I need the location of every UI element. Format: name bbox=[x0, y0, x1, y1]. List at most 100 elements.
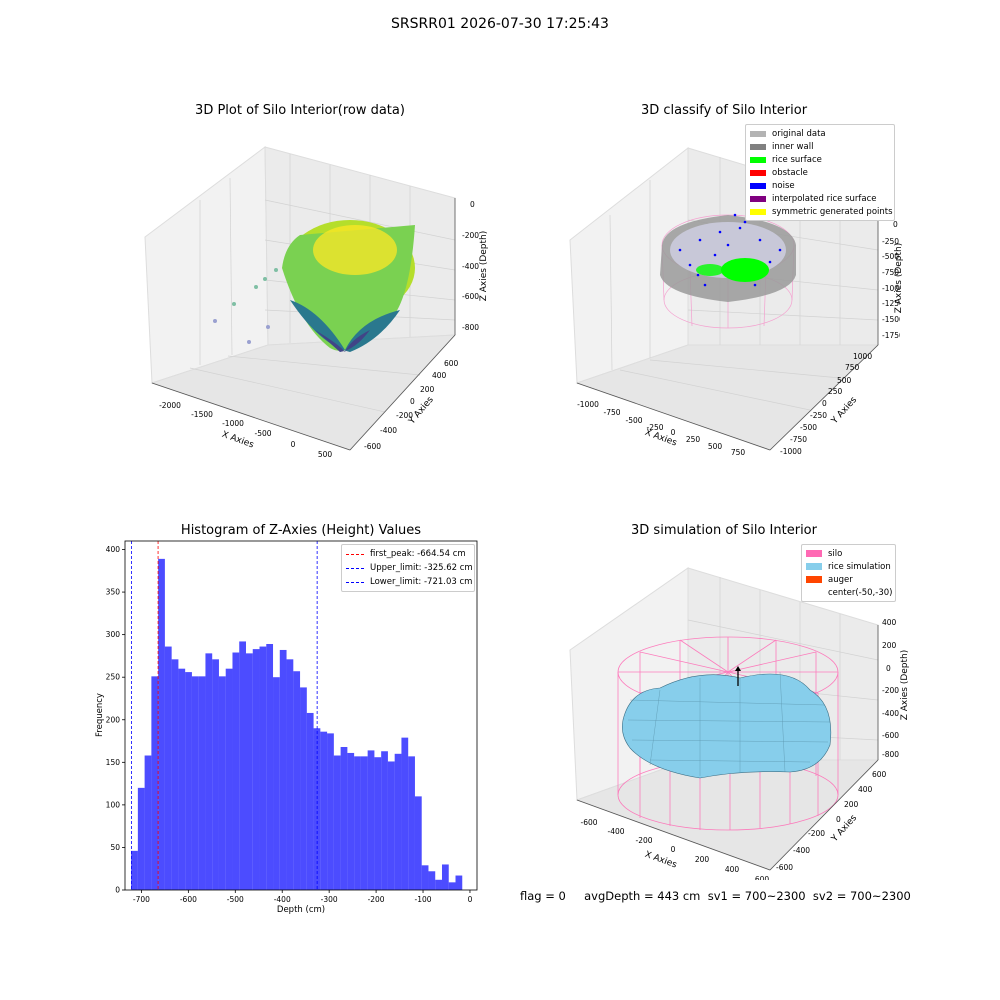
classify-legend: original data inner wall rice surface ob… bbox=[745, 124, 895, 221]
histogram-bar bbox=[381, 751, 388, 890]
classify-zlabel: Z Axies (Depth) bbox=[894, 242, 904, 314]
classify-x-axis bbox=[576, 382, 771, 451]
histogram-bar bbox=[185, 672, 192, 890]
simulation-xtick: 0 bbox=[671, 845, 676, 854]
raw-ztick: 0 bbox=[470, 200, 475, 209]
classify-ztick: -1250 bbox=[882, 299, 900, 308]
histogram-bar bbox=[218, 676, 226, 890]
raw-xtick: -1000 bbox=[222, 419, 244, 428]
histogram-ylabel: Frequency bbox=[95, 693, 105, 737]
simulation-ytick: 600 bbox=[872, 770, 887, 779]
classify-xtick: -1000 bbox=[577, 400, 599, 409]
raw-ytick: -200 bbox=[396, 411, 413, 420]
legend-entry-inner-wall: inner wall bbox=[746, 140, 894, 153]
legend-label: Upper_limit: -325.62 cm bbox=[370, 563, 473, 573]
histogram-bar bbox=[286, 659, 294, 890]
histogram-bar bbox=[232, 652, 240, 890]
raw-ytick: 200 bbox=[420, 385, 435, 394]
simulation-x-axis bbox=[576, 799, 771, 871]
simulation-ytick: 200 bbox=[844, 800, 859, 809]
histogram-bars bbox=[131, 558, 463, 890]
classify-rice-surface bbox=[696, 264, 724, 276]
histogram-bar bbox=[435, 879, 442, 890]
raw-x-axis bbox=[151, 382, 351, 451]
histogram-bar bbox=[448, 882, 456, 890]
histogram-bar bbox=[387, 761, 395, 890]
legend-label: first_peak: -664.54 cm bbox=[370, 549, 466, 559]
classify-xtick: 500 bbox=[708, 442, 723, 451]
legend-entry-rice-surface: rice surface bbox=[746, 153, 894, 166]
legend-entry-noise: noise bbox=[746, 179, 894, 192]
histogram-bar bbox=[252, 649, 260, 890]
legend-line-swatch bbox=[346, 553, 364, 555]
histogram-ytick-label: 200 bbox=[106, 715, 121, 724]
histogram-bar bbox=[333, 755, 341, 890]
histogram-xtick-label: -200 bbox=[368, 895, 385, 904]
simulation-ytick: 0 bbox=[836, 815, 841, 824]
histogram-bar bbox=[131, 850, 138, 890]
classify-ytick: 1000 bbox=[853, 352, 872, 361]
histogram-xtick-label: -400 bbox=[274, 895, 291, 904]
histogram-bar bbox=[178, 668, 186, 890]
raw-surface-low bbox=[290, 300, 400, 352]
classify-ytick: -1000 bbox=[780, 447, 802, 456]
legend-entry-auger: auger bbox=[802, 573, 895, 586]
classify-ytick: 0 bbox=[822, 399, 827, 408]
simulation-zlabel: Z Axies (Depth) bbox=[900, 649, 910, 721]
histogram-bar bbox=[293, 671, 301, 890]
classify-zlabel-box: Z Axies (Depth) bbox=[894, 218, 904, 338]
histogram-bar bbox=[374, 757, 382, 890]
raw-surface-high bbox=[313, 225, 397, 275]
legend-swatch bbox=[750, 130, 766, 137]
classify-ztick: -250 bbox=[882, 237, 899, 246]
legend-entry-rice-simulation: rice simulation bbox=[802, 560, 895, 573]
classify-ytick: 500 bbox=[837, 376, 852, 385]
histogram-ytick-label: 0 bbox=[115, 886, 120, 895]
legend-swatch bbox=[750, 143, 766, 150]
simulation-xtick: -400 bbox=[607, 827, 624, 836]
histogram-bar bbox=[259, 646, 267, 890]
classify-xtick: -750 bbox=[603, 408, 620, 417]
simulation-ztick: 200 bbox=[882, 641, 897, 650]
raw-xtick: -1500 bbox=[191, 410, 213, 419]
histogram-xtick-label: -500 bbox=[227, 895, 244, 904]
raw-xtick: 0 bbox=[291, 440, 296, 449]
status-footer: flag = 0 avgDepth = 443 cm sv1 = 700~230… bbox=[520, 889, 911, 903]
simulation-ztick: -200 bbox=[882, 686, 899, 695]
classify-ylabel: Y Axies bbox=[829, 395, 859, 427]
histogram-xtick-label: -100 bbox=[415, 895, 432, 904]
classify-ytick: -750 bbox=[790, 435, 807, 444]
histogram-xtick-label: -300 bbox=[321, 895, 338, 904]
simulation-ztick: 400 bbox=[882, 618, 897, 627]
legend-swatch bbox=[750, 156, 766, 163]
simulation-ztick: -800 bbox=[882, 750, 899, 759]
histogram-chart: -700 -600 -500 -400 -300 -200 -100 0 0 50 100 150 20… bbox=[95, 540, 478, 915]
histogram-bar bbox=[347, 752, 355, 890]
legend-entry-first-peak: first_peak: -664.54 cm bbox=[342, 547, 474, 561]
histogram-bar bbox=[191, 676, 199, 890]
simulation-xtick: 400 bbox=[725, 865, 740, 874]
histogram-bar bbox=[408, 756, 415, 890]
legend-swatch bbox=[806, 563, 822, 570]
histogram-bar bbox=[354, 756, 361, 890]
histogram-ytick-label: 250 bbox=[106, 673, 121, 682]
legend-line-swatch bbox=[346, 567, 364, 569]
classify-3d-plot: -1000 -750 -500 -250 0 250 500 750 -1000… bbox=[569, 146, 900, 457]
histogram-bar bbox=[360, 756, 368, 890]
legend-label: obstacle bbox=[772, 167, 808, 178]
histogram-xtick-label: 0 bbox=[468, 895, 473, 904]
classify-ytick: -500 bbox=[800, 423, 817, 432]
histogram-xtick-label: -700 bbox=[133, 895, 150, 904]
histogram-reference-lines bbox=[131, 541, 318, 890]
histogram-title: Histogram of Z-Axies (Height) Values bbox=[180, 523, 422, 538]
simulation-xtick: -200 bbox=[635, 836, 652, 845]
simulation-rice-surface bbox=[622, 673, 832, 779]
histogram-bar bbox=[144, 755, 152, 890]
simulation-auger-tip bbox=[735, 666, 741, 671]
classify-xtick: 750 bbox=[731, 448, 746, 457]
classify-xtick: 0 bbox=[671, 428, 676, 437]
legend-label: Lower_limit: -721.03 cm bbox=[370, 577, 473, 587]
raw-ytick: 400 bbox=[432, 371, 447, 380]
simulation-ztick: -400 bbox=[882, 709, 899, 718]
histogram-axes: -700 -600 -500 -400 -300 -200 -100 0 0 50 100 150 20… bbox=[106, 540, 478, 904]
